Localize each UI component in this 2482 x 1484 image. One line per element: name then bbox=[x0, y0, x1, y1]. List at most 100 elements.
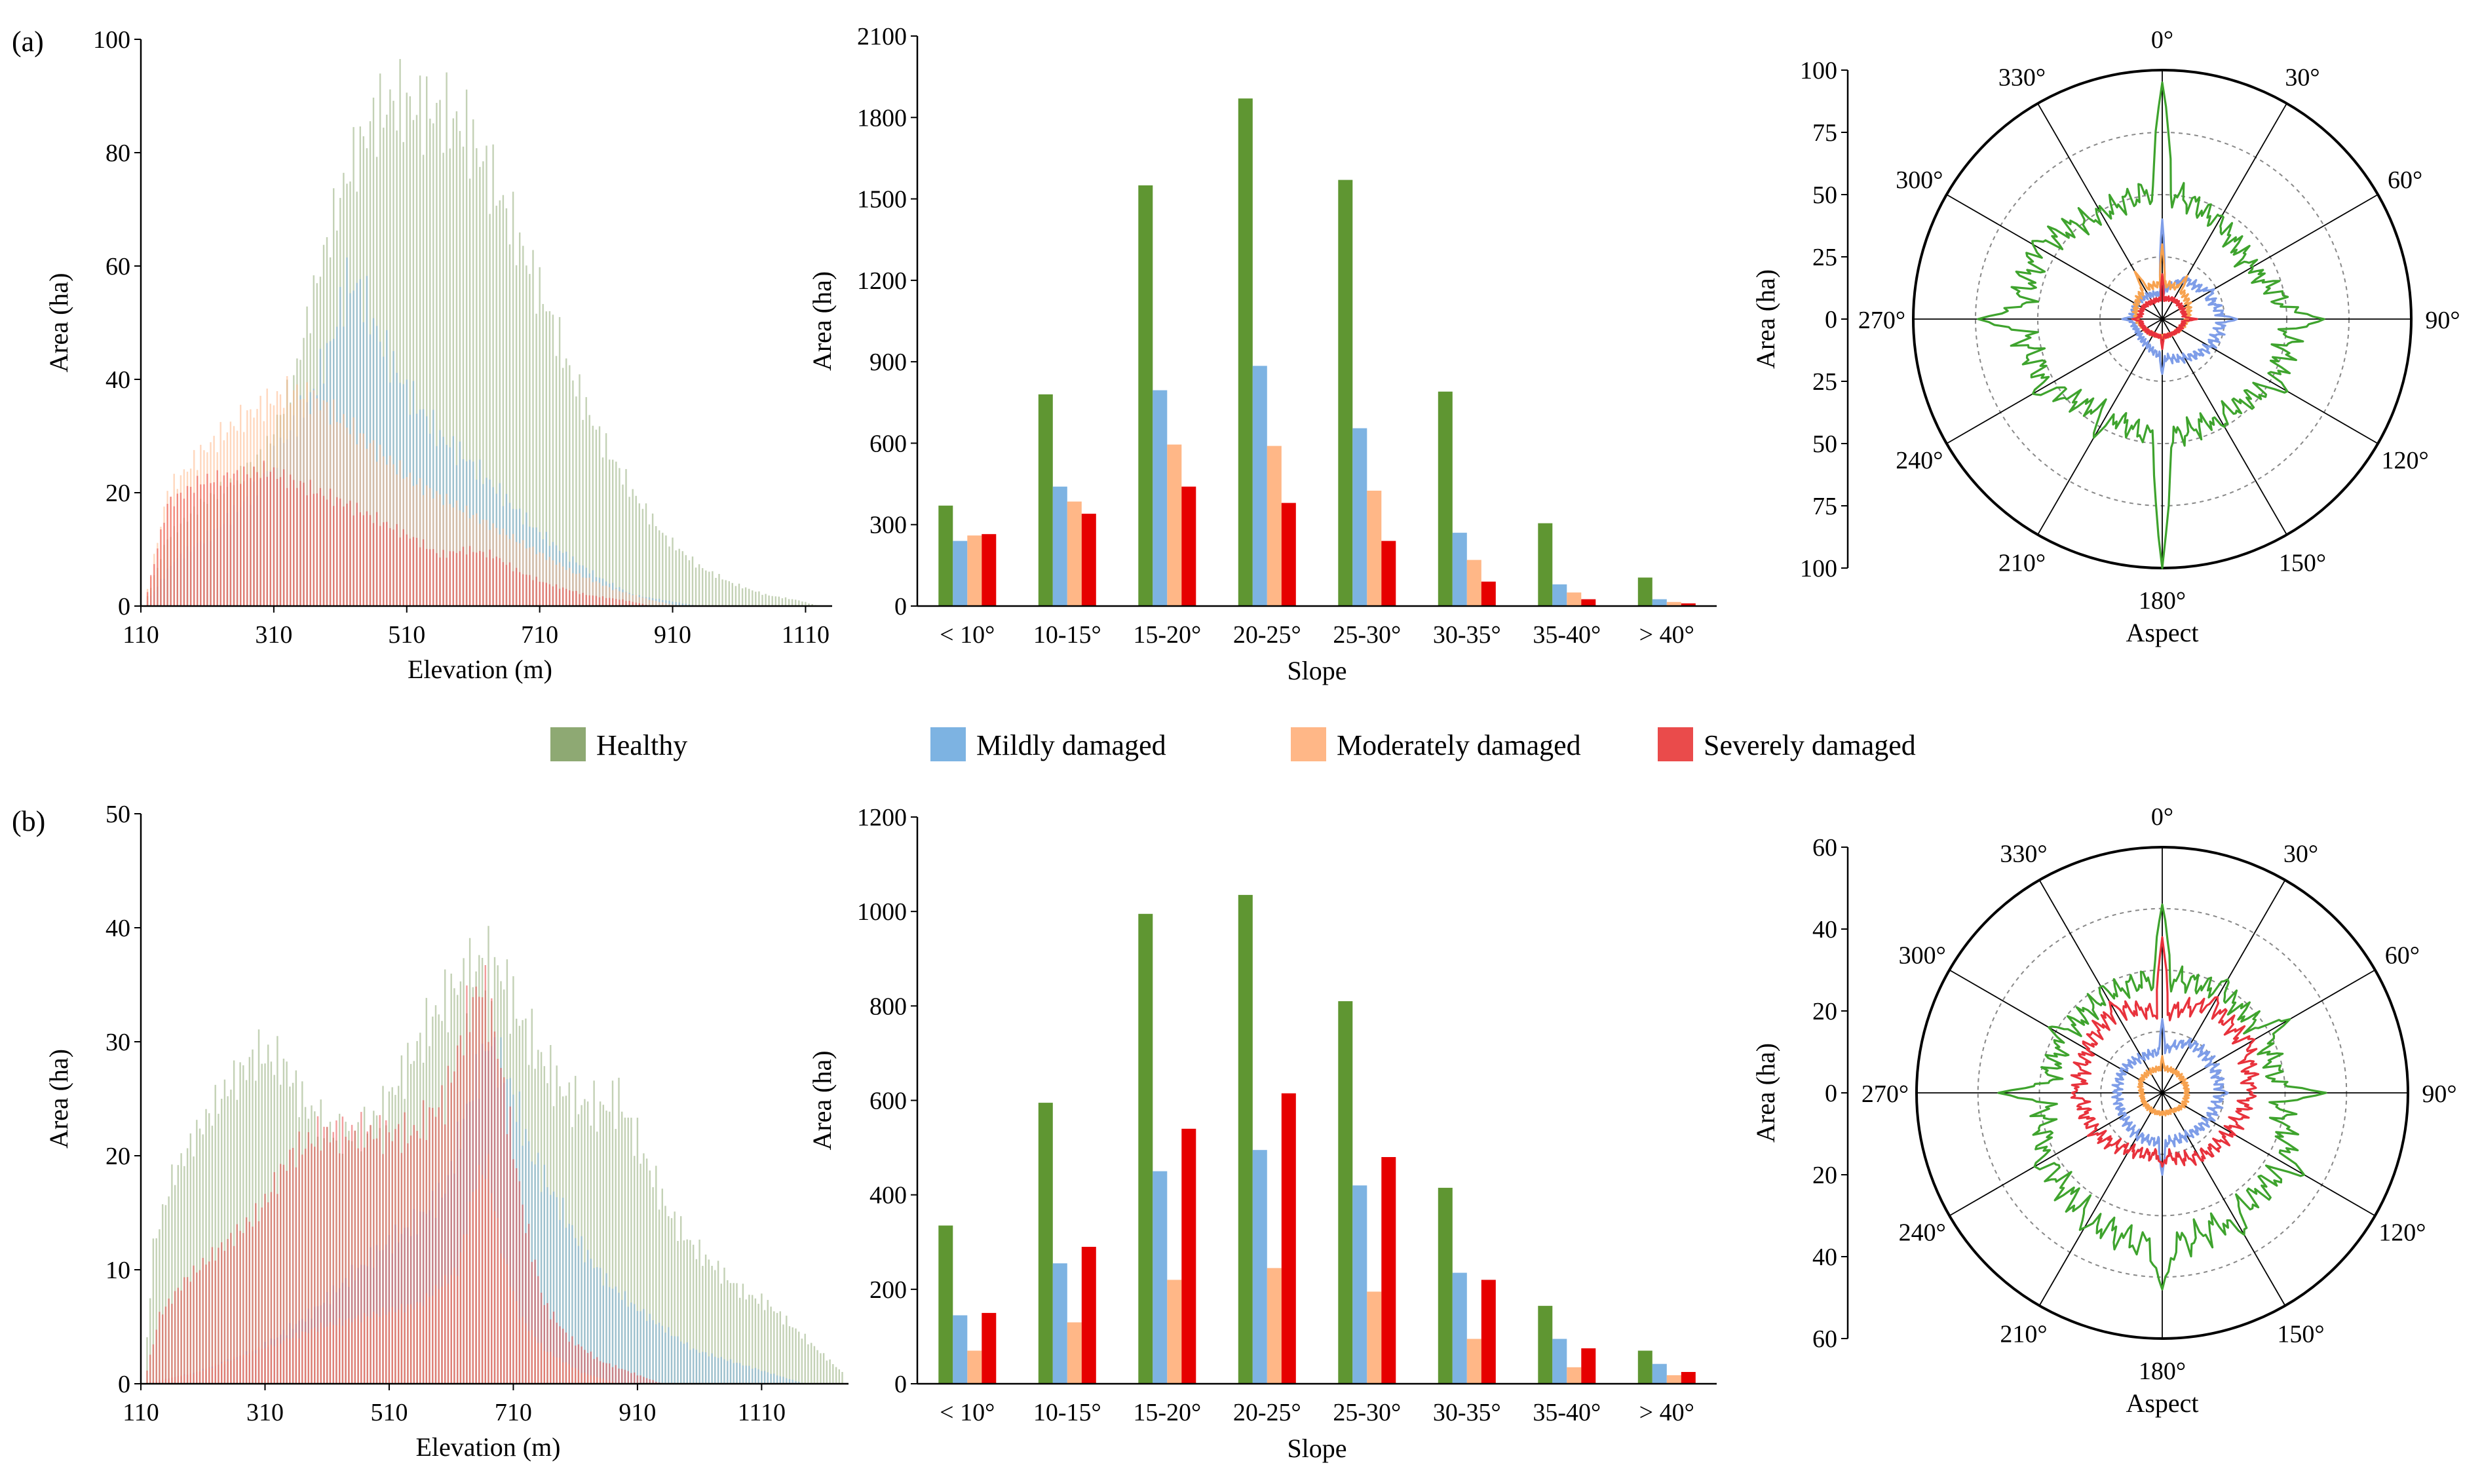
legend-swatch-healthy bbox=[550, 727, 586, 761]
elevation-bar bbox=[625, 601, 627, 606]
elevation-bar bbox=[174, 1291, 176, 1384]
elevation-bar bbox=[432, 549, 434, 606]
angle-label: 300° bbox=[1896, 166, 1943, 194]
elevation-bar bbox=[339, 1153, 341, 1384]
elevation-bar bbox=[752, 590, 754, 606]
x-tick-label: 910 bbox=[654, 621, 691, 649]
slope-bar-severe_slope bbox=[1681, 603, 1696, 606]
elevation-bar bbox=[752, 1295, 754, 1384]
y-tick-label: 900 bbox=[869, 349, 907, 376]
elevation-bar bbox=[382, 1154, 384, 1384]
elevation-bar bbox=[419, 1138, 421, 1384]
elevation-bar bbox=[499, 558, 501, 606]
series-mild bbox=[146, 257, 697, 606]
elevation-bar bbox=[502, 195, 505, 606]
elevation-bar bbox=[548, 311, 551, 606]
elevation-bar bbox=[540, 1192, 543, 1384]
elevation-bar bbox=[273, 1172, 275, 1384]
polar-r-tick-label: 20 bbox=[1812, 998, 1837, 1025]
polar-r-tick-label: 60 bbox=[1812, 834, 1837, 862]
elevation-bar bbox=[621, 1111, 623, 1384]
slope-bar-mild bbox=[1252, 1150, 1267, 1384]
elevation-bar bbox=[658, 1209, 660, 1384]
elevation-bar bbox=[664, 1206, 666, 1384]
elevation-bar bbox=[652, 1187, 654, 1384]
x-tick-label: 110 bbox=[123, 621, 159, 649]
elevation-bar bbox=[698, 564, 700, 606]
elevation-bar bbox=[389, 89, 391, 606]
polar-series-mild_polar bbox=[2111, 1018, 2229, 1176]
elevation-bar bbox=[522, 246, 524, 606]
elevation-bar bbox=[289, 1149, 291, 1384]
elevation-bar bbox=[542, 553, 544, 606]
elevation-bar bbox=[655, 1324, 657, 1384]
elevation-bar bbox=[575, 1238, 577, 1384]
angle-label: 0° bbox=[2151, 803, 2173, 831]
elevation-bar bbox=[565, 1332, 567, 1384]
slope-bar-healthy_slope bbox=[1637, 1350, 1652, 1384]
elevation-bar bbox=[439, 557, 441, 606]
y-tick-label: 200 bbox=[869, 1276, 907, 1304]
elevation-bar bbox=[306, 495, 308, 606]
elevation-bar bbox=[640, 1375, 641, 1384]
elevation-bar bbox=[240, 484, 242, 606]
elevation-bar bbox=[596, 1132, 598, 1384]
elevation-bar bbox=[336, 497, 338, 606]
elevation-bar bbox=[590, 1126, 592, 1384]
elevation-bar bbox=[598, 426, 601, 606]
elevation-bar bbox=[680, 1341, 682, 1384]
chart-a-slope: < 10° 10-15° 15-20° 20-25° 25-30° 30-35° 35-40… bbox=[807, 23, 1717, 685]
elevation-bar bbox=[665, 603, 667, 606]
angle-label: 60° bbox=[2385, 942, 2420, 970]
elevation-bar bbox=[556, 1197, 558, 1384]
elevation-bar bbox=[609, 459, 611, 606]
elevation-bar bbox=[366, 511, 368, 606]
elevation-bar bbox=[379, 1114, 381, 1384]
elevation-bar bbox=[466, 985, 468, 1384]
elevation-bar bbox=[216, 470, 218, 606]
elevation-bar bbox=[221, 1099, 223, 1384]
elevation-bar bbox=[362, 515, 364, 606]
elevation-bar bbox=[432, 123, 434, 607]
legend-swatch-moderate bbox=[1291, 727, 1326, 761]
elevation-bar bbox=[173, 506, 175, 606]
elevation-bar bbox=[786, 1378, 788, 1384]
elevation-bar bbox=[436, 491, 438, 606]
elevation-bar bbox=[332, 1132, 334, 1384]
elevation-bar bbox=[569, 365, 571, 606]
elevation-bar bbox=[641, 603, 644, 606]
elevation-bar bbox=[264, 1194, 266, 1384]
elevation-bar bbox=[500, 1068, 502, 1384]
elevation-bar bbox=[146, 592, 149, 606]
elevation-bar bbox=[648, 524, 651, 606]
elevation-bar bbox=[446, 558, 448, 606]
slope-bar-mild bbox=[1153, 390, 1168, 606]
elevation-bar bbox=[210, 483, 212, 606]
elevation-bar bbox=[444, 1124, 446, 1384]
elevation-bar bbox=[612, 459, 614, 606]
y-tick-label: 300 bbox=[869, 512, 907, 539]
elevation-bar bbox=[484, 965, 486, 1384]
elevation-bar bbox=[532, 546, 534, 606]
slope-bar-severe_slope bbox=[1581, 599, 1596, 606]
elevation-bar bbox=[223, 1251, 226, 1384]
slope-bar-moderate bbox=[1267, 446, 1282, 606]
angle-label: 120° bbox=[2382, 447, 2429, 474]
elevation-bar bbox=[804, 1333, 806, 1384]
elevation-bar bbox=[665, 535, 667, 606]
elevation-bar bbox=[326, 499, 328, 606]
elevation-bar bbox=[748, 1295, 750, 1384]
elevation-bar bbox=[439, 494, 441, 606]
angle-label: 270° bbox=[1858, 307, 1905, 334]
elevation-bar bbox=[422, 539, 425, 606]
elevation-bar bbox=[808, 603, 810, 606]
elevation-bar bbox=[205, 1265, 207, 1384]
elevation-bar bbox=[708, 1259, 710, 1384]
elevation-bar bbox=[590, 1259, 592, 1384]
polar-series-healthy_polar bbox=[1997, 903, 2327, 1291]
elevation-bar bbox=[402, 529, 404, 606]
elevation-bar bbox=[605, 598, 607, 606]
elevation-bar bbox=[375, 512, 378, 606]
elevation-bar bbox=[822, 1353, 825, 1384]
elevation-bar bbox=[512, 191, 514, 607]
